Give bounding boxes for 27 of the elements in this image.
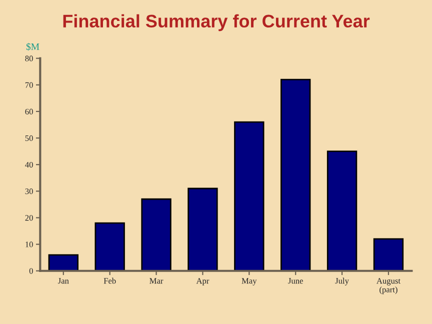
bar [280, 78, 311, 271]
y-axis-title: $M [26, 42, 40, 51]
y-tick-label: 60 [25, 108, 33, 114]
chart-title: Financial Summary for Current Year [63, 14, 370, 32]
bar [234, 121, 264, 271]
bar [48, 254, 78, 271]
y-tick-label: 20 [25, 215, 33, 221]
y-tick-label: 0 [29, 268, 33, 274]
bar [141, 198, 172, 271]
y-tick-label: 50 [25, 135, 33, 141]
y-tick-label: 10 [26, 242, 33, 248]
bar [373, 238, 404, 271]
x-tick-label: June [288, 278, 303, 284]
y-tick-label: 30 [25, 188, 33, 194]
x-tick-label: Apr [196, 278, 210, 286]
bar [188, 188, 218, 271]
bar [326, 150, 358, 271]
x-tick-label: Jan [58, 278, 69, 284]
y-tick-label: 40 [25, 162, 33, 168]
x-tick-label: Feb [104, 278, 116, 284]
x-tick-label: May [242, 278, 257, 286]
bar [94, 222, 125, 271]
x-tick-label: July [335, 278, 349, 286]
y-tick-label: 80 [25, 56, 33, 62]
x-tick-label: Mar [150, 278, 164, 284]
y-tick-label: 70 [25, 82, 33, 88]
x-tick-label: August (part) [376, 278, 400, 294]
